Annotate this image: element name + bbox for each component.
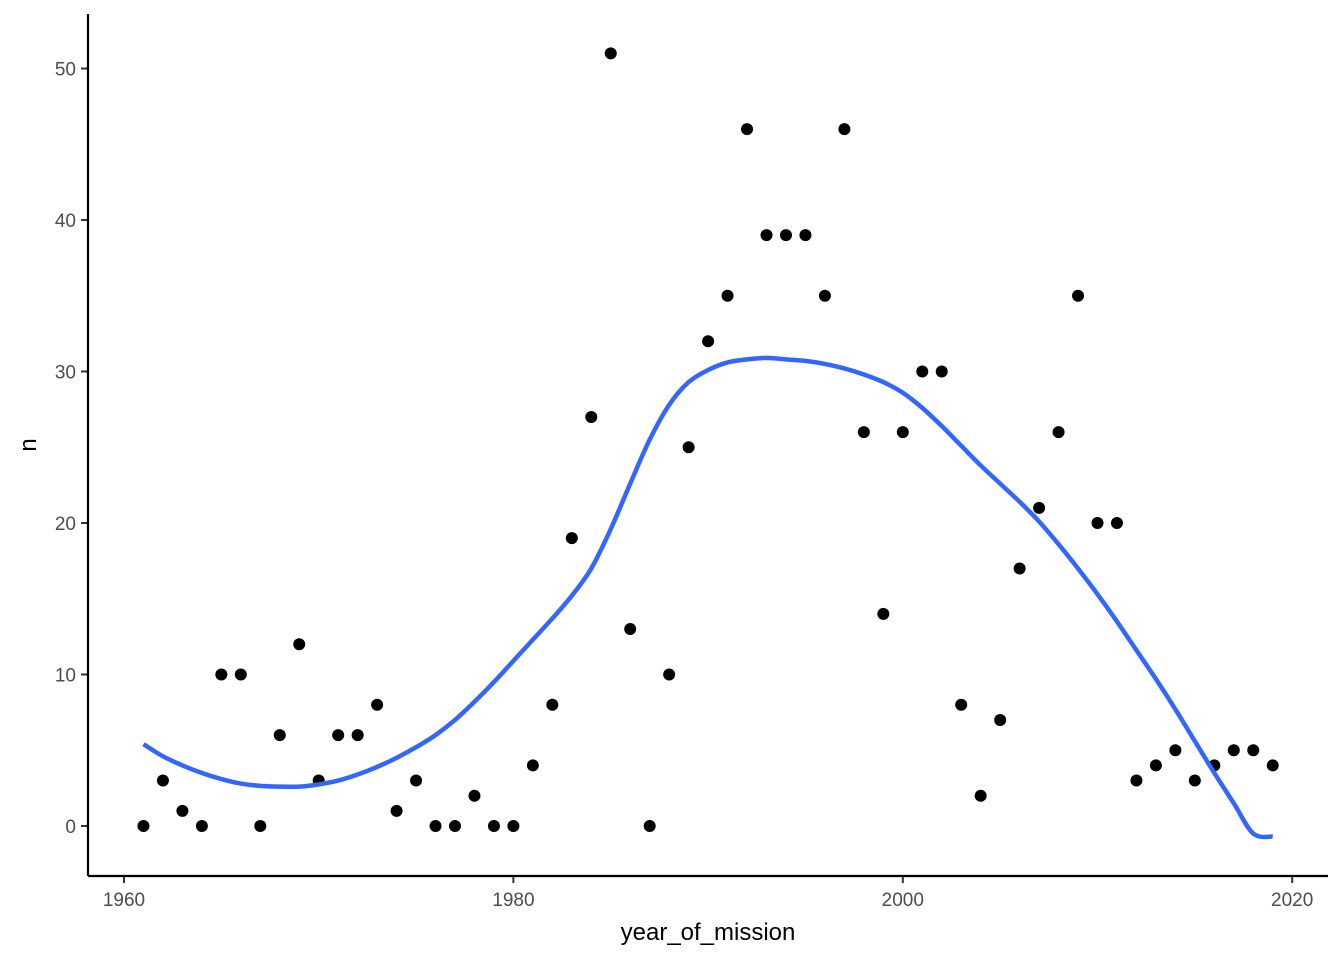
data-point (818, 289, 831, 302)
data-point (1052, 426, 1065, 439)
data-point (1227, 744, 1240, 757)
data-point (896, 426, 909, 439)
data-point (624, 623, 637, 636)
data-point (857, 426, 870, 439)
data-point (974, 789, 987, 802)
data-point (721, 289, 734, 302)
x-axis-title: year_of_mission (621, 919, 796, 946)
x-tick-label: 2020 (1271, 890, 1313, 911)
data-point (604, 47, 617, 60)
data-point (332, 729, 345, 742)
data-point (779, 229, 792, 242)
y-tick-label: 10 (55, 666, 76, 687)
y-tick-label: 30 (55, 363, 76, 384)
data-point (1188, 774, 1201, 787)
data-point (1266, 759, 1279, 772)
data-point (643, 820, 656, 832)
data-point (838, 123, 851, 136)
data-point (799, 229, 812, 242)
data-point (273, 729, 286, 742)
data-point (546, 698, 559, 711)
data-point (1033, 501, 1046, 514)
y-tick-label: 40 (55, 211, 76, 232)
data-point (877, 607, 890, 620)
x-axis-ticks: 1960 1980 2000 2020 (103, 876, 1313, 911)
data-point (468, 789, 481, 802)
data-point (507, 820, 520, 832)
data-point (994, 713, 1007, 726)
data-point (1169, 744, 1182, 757)
data-point (371, 698, 384, 711)
y-axis-ticks: 0 10 20 30 40 50 (55, 60, 88, 838)
data-point (585, 410, 598, 423)
y-tick-label: 50 (55, 60, 76, 81)
data-point (156, 774, 169, 787)
data-point (195, 820, 208, 832)
data-point (682, 441, 695, 454)
data-point (487, 820, 500, 832)
data-point (916, 365, 929, 378)
data-point (526, 759, 539, 772)
data-point (663, 668, 676, 681)
data-point (1247, 744, 1260, 757)
data-point (1072, 289, 1085, 302)
data-point (351, 729, 364, 742)
data-point (429, 820, 442, 832)
data-point (410, 774, 423, 787)
plot-area (137, 47, 1279, 840)
y-axis-title: n (15, 438, 42, 451)
data-point (215, 668, 228, 681)
data-point (176, 804, 189, 817)
x-tick-label: 1980 (492, 890, 534, 911)
data-point (935, 365, 948, 378)
data-point (565, 532, 578, 545)
data-point (760, 229, 773, 242)
data-point (234, 668, 247, 681)
data-point (741, 123, 754, 136)
data-point (390, 804, 403, 817)
data-point (955, 698, 968, 711)
data-point (1110, 517, 1123, 529)
data-point (448, 820, 461, 832)
data-point (254, 820, 267, 832)
data-point (702, 335, 715, 348)
data-point (293, 638, 306, 651)
x-tick-label: 2000 (882, 890, 924, 911)
y-tick-label: 0 (65, 817, 76, 838)
data-point (137, 820, 150, 832)
data-point (1130, 774, 1143, 787)
y-tick-label: 20 (55, 514, 76, 535)
x-tick-label: 1960 (103, 890, 145, 911)
data-point (1091, 517, 1104, 529)
data-point (1149, 759, 1162, 772)
smooth-trend-line (142, 355, 1274, 840)
data-point (1013, 562, 1026, 575)
